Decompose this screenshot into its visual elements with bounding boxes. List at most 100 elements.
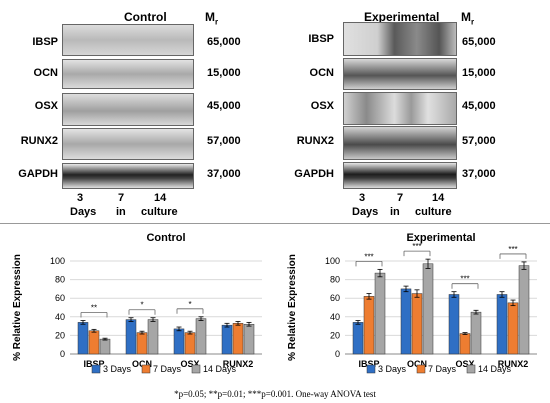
protein-label: OCN	[33, 67, 58, 79]
bar	[232, 323, 244, 355]
x-tick-label: IBSP	[358, 359, 379, 369]
blot-band-experimental-gapdh	[343, 162, 457, 189]
significance-label: *	[140, 301, 143, 310]
legend-swatch	[366, 364, 376, 374]
legend-swatch	[91, 364, 101, 374]
bar	[88, 330, 100, 355]
bar	[400, 288, 412, 355]
bar	[411, 293, 423, 355]
legend-swatch	[191, 364, 201, 374]
mw-label: 65,000	[207, 36, 241, 48]
bar	[147, 319, 159, 355]
x-tick-label: OSX	[180, 359, 199, 369]
significance-bracket	[403, 250, 431, 257]
bar	[374, 272, 386, 355]
time-number: 7	[397, 192, 404, 204]
time-word: Days	[352, 206, 379, 218]
x-tick-label: OCN	[407, 359, 427, 369]
significance-label: ***	[508, 245, 517, 254]
x-tick-label: RUNX2	[498, 359, 529, 369]
blot-band-control-ibsp	[62, 24, 194, 56]
y-tick-label: 40	[330, 312, 340, 322]
mw-label: 37,000	[207, 168, 241, 180]
mw-label: 65,000	[462, 36, 496, 48]
blot-band-experimental-ocn	[343, 58, 457, 90]
bar	[518, 265, 530, 355]
protein-label: OSX	[310, 100, 334, 112]
bar	[243, 323, 255, 355]
time-number: 7	[118, 192, 125, 204]
mr-label-experimental: Mr	[461, 10, 475, 27]
legend-label: 14 Days	[203, 364, 237, 374]
mw-label: 45,000	[462, 100, 496, 112]
blot-band-experimental-runx2	[343, 126, 457, 160]
y-tick-label: 0	[335, 349, 340, 359]
time-word: Days	[70, 206, 97, 218]
protein-label: RUNX2	[20, 135, 58, 147]
time-number: 14	[154, 192, 167, 204]
mw-label: 57,000	[207, 135, 241, 147]
y-tick-label: 80	[55, 275, 65, 285]
x-tick-label: OCN	[132, 359, 152, 369]
y-axis-label: % Relative Expression	[287, 254, 298, 361]
protein-label: GAPDH	[18, 168, 58, 180]
time-number: 14	[432, 192, 445, 204]
blot-title-experimental: Experimental	[364, 10, 440, 24]
bar-chart-experimental: Experimental % Relative Expression 0 20 40 60…	[287, 232, 537, 374]
significance-label: ***	[412, 242, 421, 251]
bar	[195, 318, 207, 355]
significance-label: ***	[364, 252, 373, 261]
bar	[459, 333, 471, 355]
mw-label: 15,000	[462, 67, 496, 79]
blot-band-control-gapdh	[62, 163, 194, 189]
bar	[363, 296, 375, 355]
time-word: in	[390, 206, 400, 218]
legend-label: 7 Days	[153, 364, 182, 374]
protein-label: GAPDH	[294, 168, 334, 180]
legend-label: 3 Days	[103, 364, 132, 374]
bar	[99, 338, 111, 355]
significance-label: ***	[460, 275, 469, 284]
mw-label: 37,000	[462, 168, 496, 180]
y-tick-label: 20	[330, 330, 340, 340]
bar	[496, 294, 508, 355]
x-tick-label: RUNX2	[223, 359, 254, 369]
y-tick-label: 80	[330, 275, 340, 285]
y-tick-label: 40	[55, 312, 65, 322]
bar	[184, 332, 196, 355]
bar	[352, 322, 364, 355]
bar	[136, 332, 148, 355]
footnote: *p=0.05; **p=0.01; ***p=0.001. One-way A…	[174, 389, 376, 399]
chart-title: Control	[146, 232, 185, 244]
protein-label: RUNX2	[296, 135, 334, 147]
bar	[221, 324, 233, 355]
significance-label: *	[188, 300, 191, 309]
x-tick-label: IBSP	[83, 359, 104, 369]
bar	[507, 302, 519, 355]
bar	[470, 311, 482, 355]
bar	[173, 328, 185, 355]
significance-bracket	[451, 283, 479, 289]
legend-swatch	[466, 364, 476, 374]
time-number: 3	[77, 192, 84, 204]
bar	[77, 322, 89, 355]
legend-label: 3 Days	[378, 364, 407, 374]
blot-band-experimental-ibsp	[343, 22, 457, 56]
significance-label: **	[91, 304, 97, 313]
y-tick-label: 0	[60, 349, 65, 359]
blot-band-experimental-osx	[343, 92, 457, 125]
y-tick-label: 20	[55, 330, 65, 340]
blot-title-control: Control	[124, 10, 167, 24]
time-word: in	[116, 206, 126, 218]
x-tick-label: OSX	[455, 359, 474, 369]
mw-label: 45,000	[207, 100, 241, 112]
chart-title: Experimental	[406, 232, 475, 244]
significance-bracket	[128, 309, 156, 315]
section-divider	[0, 223, 550, 224]
protein-label: OCN	[309, 67, 334, 79]
significance-bracket	[176, 308, 204, 314]
blot-band-control-ocn	[62, 59, 194, 89]
y-axis-label: % Relative Expression	[12, 254, 23, 361]
mr-label-control: Mr	[205, 10, 219, 27]
protein-label: IBSP	[308, 33, 334, 45]
